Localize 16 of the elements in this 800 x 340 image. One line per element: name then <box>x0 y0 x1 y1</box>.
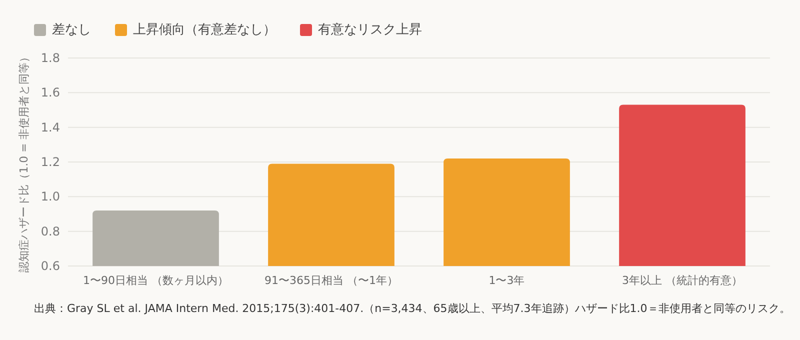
y-tick-label: 1.6 <box>40 86 60 100</box>
y-tick-label: 1.4 <box>40 120 60 134</box>
y-axis-title: 認知症ハザード比（1.0 = 非使用者と同等） <box>18 52 30 272</box>
legend-label: 有意なリスク上昇 <box>318 22 422 38</box>
legend-label: 差なし <box>52 22 91 38</box>
y-tick-label: 1.8 <box>40 51 60 65</box>
y-tick-label: 1.2 <box>40 155 60 169</box>
x-tick-label: 3年以上 （統計的有意） <box>622 274 742 287</box>
y-tick-label: 0.6 <box>40 259 60 273</box>
x-tick-label: 1〜90日相当 （数ヶ月以内） <box>83 274 228 287</box>
source-note: 出典：Gray SL et al. JAMA Intern Med. 2015;175(3):401-407.（n=3,434、65歳以上、平均7.3年追跡）ハザード比1.0＝非使用者と同等のリスク。 <box>34 302 790 315</box>
x-tick-label: 1〜3年 <box>488 274 525 287</box>
y-tick-label: 0.8 <box>40 224 60 238</box>
legend-label: 上昇傾向（有意差なし） <box>133 22 276 38</box>
y-tick-label: 1.0 <box>40 190 60 204</box>
x-tick-label: 91〜365日相当 （〜1年） <box>264 274 398 287</box>
